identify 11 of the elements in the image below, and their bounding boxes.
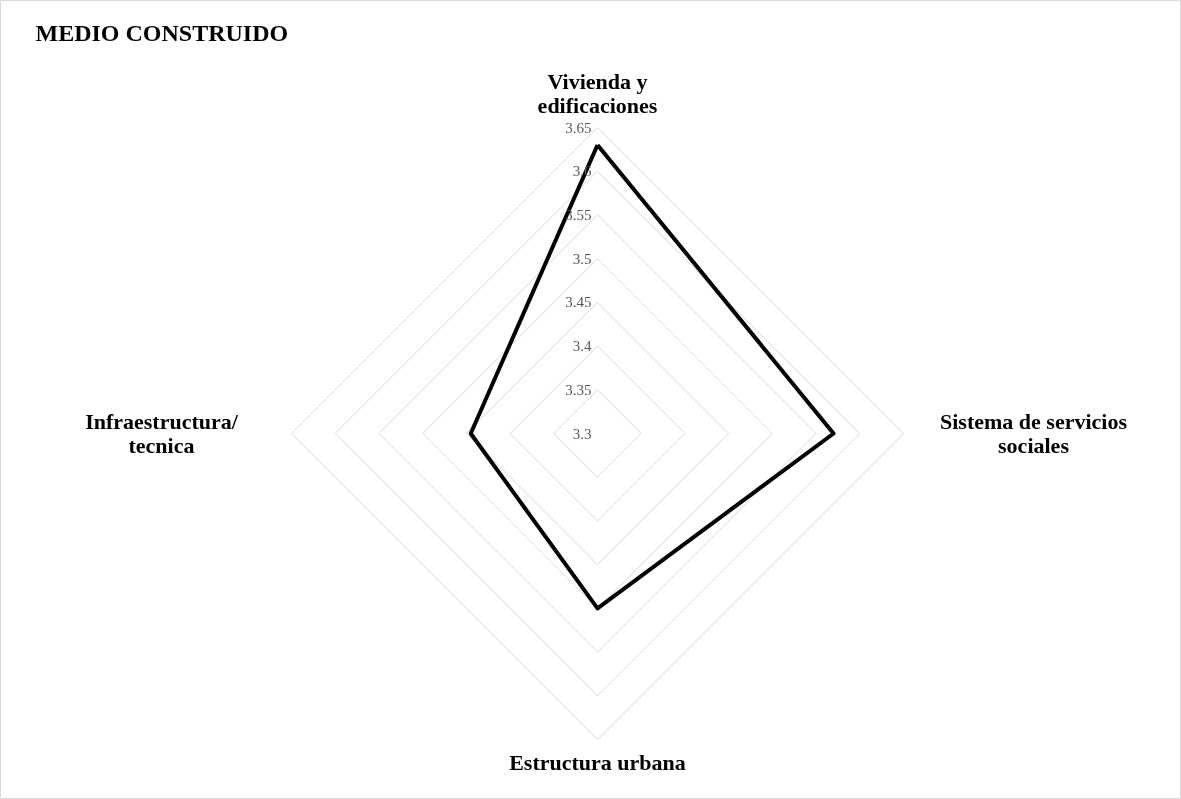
spoke-label: Estructura urbana: [509, 749, 686, 775]
y-tick-label: 3.65: [565, 119, 592, 136]
chart-title: MEDIO CONSTRUIDO: [35, 19, 289, 46]
y-tick-label: 3.3: [572, 425, 592, 442]
y-tick-label: 3.5: [572, 250, 592, 267]
y-tick-label: 3.35: [565, 381, 592, 398]
y-tick-label: 3.4: [572, 338, 592, 355]
spoke-label: Infraestructura/ tecnica: [85, 409, 239, 458]
spoke-label: Vivienda y edificaciones: [537, 68, 658, 118]
spoke-label: Sistema de servicios sociales: [940, 409, 1128, 458]
y-tick-label: 3.45: [565, 294, 592, 311]
